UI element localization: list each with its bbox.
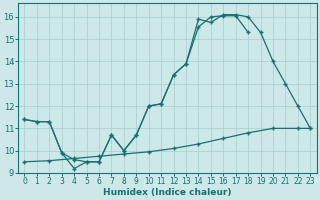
- X-axis label: Humidex (Indice chaleur): Humidex (Indice chaleur): [103, 188, 232, 197]
